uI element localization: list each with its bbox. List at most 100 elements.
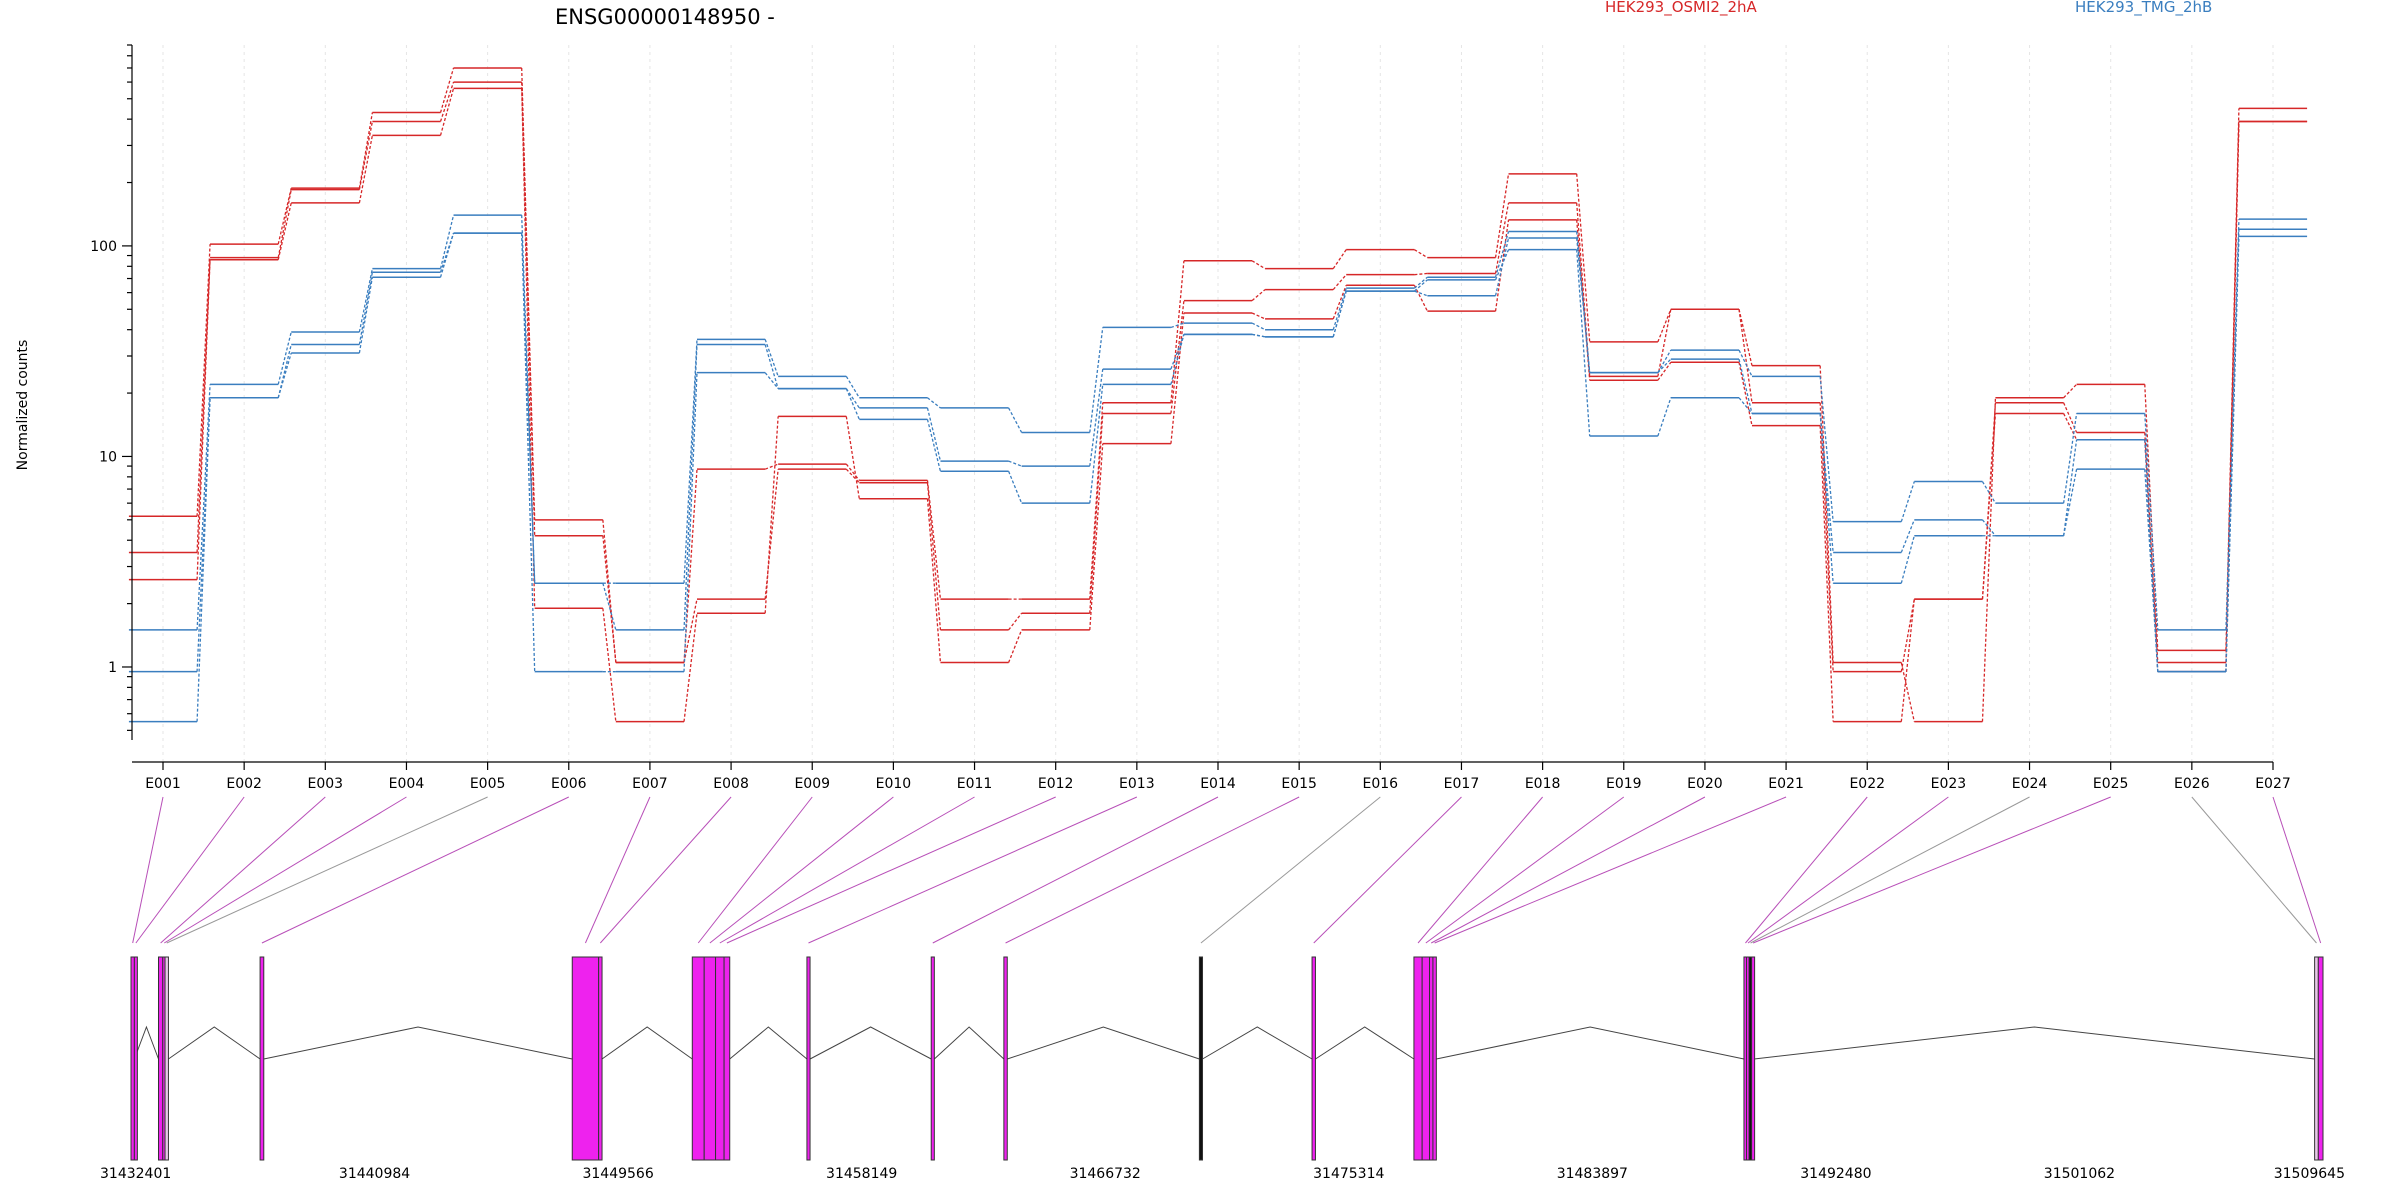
x-tick-label: E024 — [2012, 776, 2048, 792]
series-connector — [1494, 173, 1510, 258]
x-tick-label: E017 — [1444, 776, 1480, 792]
series-connector — [845, 376, 860, 399]
coordinate-tick-label: 31432401 — [100, 1166, 171, 1182]
intron-line — [168, 1026, 261, 1060]
series-connector — [358, 121, 374, 190]
series-connector — [1251, 312, 1266, 320]
series-connector — [1494, 231, 1510, 278]
series-connector — [1413, 279, 1428, 292]
x-tick-label: E011 — [957, 776, 993, 792]
series-connector — [1900, 535, 1915, 584]
series-connector — [926, 498, 942, 663]
series-connector — [1819, 425, 1834, 722]
series-connector — [1576, 231, 1591, 373]
series-connector — [277, 189, 292, 258]
series-connector — [1170, 334, 1185, 385]
series-connector — [439, 232, 455, 273]
x-tick-label: E012 — [1038, 776, 1074, 792]
series-connector — [1900, 519, 1915, 553]
exon-connector — [1747, 796, 1949, 944]
exon-block — [723, 956, 731, 1161]
exon-connector — [1750, 796, 2030, 944]
intron-line — [1315, 1026, 1415, 1060]
series-connector — [602, 583, 617, 631]
series-connector — [1251, 289, 1266, 302]
coordinate-tick-label: 31458149 — [826, 1166, 897, 1182]
series-connector — [1738, 358, 1753, 414]
series-connector — [196, 384, 211, 630]
exon-connector — [1745, 796, 1868, 944]
series-connector — [1332, 274, 1347, 291]
chart-title: ENSG00000148950 - — [555, 5, 775, 29]
series-connector — [1576, 237, 1591, 373]
series-connector — [1819, 413, 1834, 553]
series-connector — [1414, 272, 1428, 276]
series-connector — [1413, 276, 1428, 289]
exon-block — [1003, 956, 1008, 1161]
series-connector — [1170, 322, 1185, 329]
series-connector — [439, 232, 455, 278]
series-connector — [1494, 249, 1510, 281]
series-connector — [358, 268, 374, 333]
coordinate-tick-label: 31440984 — [339, 1166, 410, 1182]
series-connector — [1089, 443, 1104, 630]
series-connector — [521, 233, 536, 584]
exon-connector — [726, 796, 1056, 944]
exon-connector — [719, 796, 975, 944]
series-connector — [683, 599, 698, 663]
series-connector — [1332, 285, 1347, 320]
series-connector — [1008, 612, 1023, 631]
intron-line — [263, 1026, 573, 1060]
series-connector — [277, 188, 292, 245]
exon-block — [2314, 956, 2319, 1161]
series-connector — [1900, 481, 1915, 522]
series-connector — [277, 331, 292, 385]
exon-connector — [1752, 796, 2111, 944]
exon-block — [571, 956, 600, 1161]
exon-block — [1413, 956, 1423, 1161]
series-connector — [845, 416, 860, 499]
series-connector — [1089, 402, 1104, 600]
exon-block — [133, 956, 138, 1161]
x-tick-label: E009 — [794, 776, 830, 792]
series-connector — [1738, 397, 1753, 414]
series-connector — [1170, 300, 1185, 414]
series-connector — [927, 397, 941, 409]
series-connector — [196, 397, 211, 722]
x-tick-label: E015 — [1281, 776, 1317, 792]
series-connector — [764, 416, 779, 614]
x-tick-label: E008 — [713, 776, 749, 792]
series-connector — [683, 613, 698, 722]
series-connector — [1657, 309, 1672, 343]
y-tick-label: 100 — [90, 239, 117, 255]
x-tick-label: E019 — [1606, 776, 1642, 792]
series-connector — [845, 463, 860, 481]
x-tick-label: E027 — [2255, 776, 2291, 792]
gene-model — [130, 956, 2324, 1161]
exon-block — [259, 956, 265, 1161]
series-1 — [128, 67, 2308, 723]
exon-connector — [1200, 796, 1381, 944]
series-connector — [1251, 333, 1266, 338]
series-connector — [1981, 413, 1997, 600]
legend-entry-tmg: HEK293_TMG_2hB — [2075, 0, 2212, 17]
series-connector — [764, 469, 779, 600]
exon-connector — [709, 796, 894, 944]
series-connector — [926, 482, 942, 630]
x-tick-label: E001 — [145, 776, 181, 792]
series-connector — [683, 344, 698, 630]
series-connector — [926, 419, 942, 472]
series-connector — [2144, 413, 2159, 630]
x-tick-label: E025 — [2093, 776, 2129, 792]
exon-connector-lines — [132, 796, 2322, 944]
exon-block — [1421, 956, 1431, 1161]
x-tick-label: E007 — [632, 776, 668, 792]
series-connector — [1008, 407, 1023, 433]
series-connector — [1414, 249, 1428, 259]
series-connector — [1251, 322, 1266, 331]
series-connector — [602, 519, 617, 663]
coordinate-tick-label: 31483897 — [1557, 1166, 1628, 1182]
series-connector — [2144, 384, 2159, 651]
series-connector — [196, 257, 211, 553]
